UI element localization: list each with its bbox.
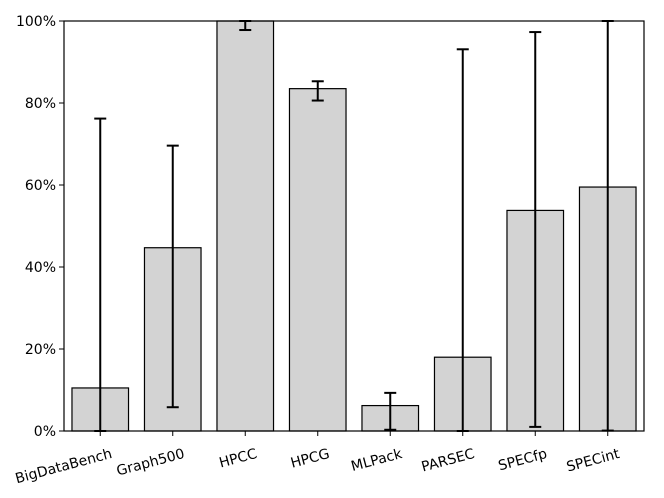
error-bar [94,117,107,432]
bar [216,20,275,432]
x-tick-label: BigDataBench [14,446,114,487]
x-tick-label: SPECint [565,446,622,476]
x-axis: BigDataBench Graph500 HPCC HPCG MLPack PARSEC… [14,431,622,487]
x-tick-label: HPCG [289,446,331,472]
x-tick-label: Graph500 [115,446,186,479]
y-tick-label: 60% [25,178,56,194]
plot-frame [63,20,645,432]
bar [288,88,347,432]
bars-layer [71,20,637,432]
x-tick-label: HPCC [217,446,259,471]
y-tick-label: 80% [25,96,56,112]
error-bar [529,31,542,428]
error-bar [311,80,324,102]
y-tick-label: 0% [34,424,56,440]
y-tick-label: 100% [16,14,56,30]
y-tick-label: 40% [25,260,56,276]
y-tick-label: 20% [25,342,56,358]
x-tick-label: PARSEC [420,446,477,476]
y-axis: 0% 20% 40% 60% 80% 100% [16,14,64,440]
error-bar [166,144,179,409]
x-tick-label: SPECfp [497,446,549,474]
error-bar [384,391,397,431]
error-bars-layer [94,20,614,432]
x-tick-label: MLPack [349,446,404,475]
